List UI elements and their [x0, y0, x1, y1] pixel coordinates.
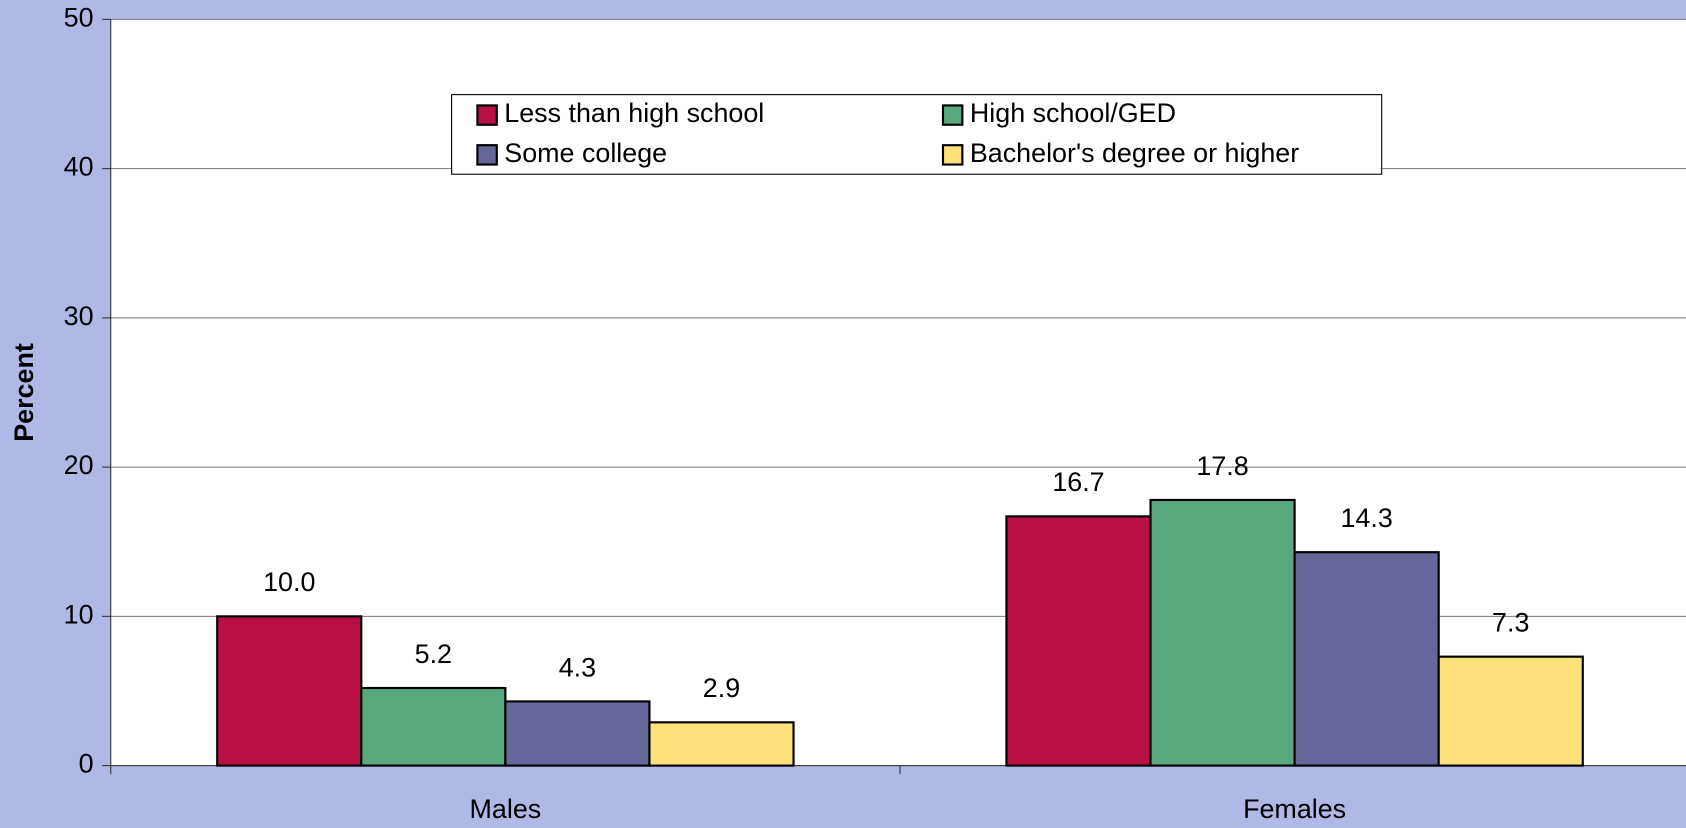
x-tick-label: Males — [470, 794, 542, 824]
legend-swatch — [941, 104, 964, 126]
y-tick-label: 20 — [64, 450, 94, 480]
y-tick-label: 50 — [64, 2, 94, 32]
legend-swatch — [476, 144, 498, 166]
legend-swatch — [476, 104, 498, 126]
x-tick-label: Females — [1243, 794, 1346, 824]
legend-box — [451, 94, 1383, 175]
y-tick-label: 30 — [64, 301, 94, 331]
data-label: 2.9 — [703, 673, 740, 703]
y-tick-label: 40 — [64, 152, 94, 182]
bar — [1437, 655, 1584, 767]
data-label: 14.3 — [1340, 503, 1392, 533]
legend-label: Some college — [504, 138, 667, 168]
data-label: 10.0 — [263, 567, 315, 597]
y-axis-label: Percent — [9, 343, 39, 442]
bar — [1149, 498, 1296, 767]
legend-label: Bachelor's degree or higher — [970, 138, 1299, 168]
bar — [216, 615, 363, 767]
legend-swatch — [941, 144, 964, 166]
bar — [504, 700, 651, 767]
y-tick-label: 0 — [79, 749, 94, 779]
data-label: 17.8 — [1196, 451, 1248, 481]
data-label: 5.2 — [415, 639, 452, 669]
bar — [1293, 551, 1440, 767]
legend-label: Less than high school — [504, 98, 764, 128]
data-label: 4.3 — [559, 652, 596, 682]
data-label: 7.3 — [1492, 607, 1529, 637]
y-tick-label: 10 — [64, 599, 94, 629]
data-label: 16.7 — [1052, 467, 1104, 497]
bar — [1005, 515, 1152, 767]
bar — [648, 721, 795, 767]
legend-label: High school/GED — [970, 98, 1176, 128]
bar — [360, 686, 507, 767]
